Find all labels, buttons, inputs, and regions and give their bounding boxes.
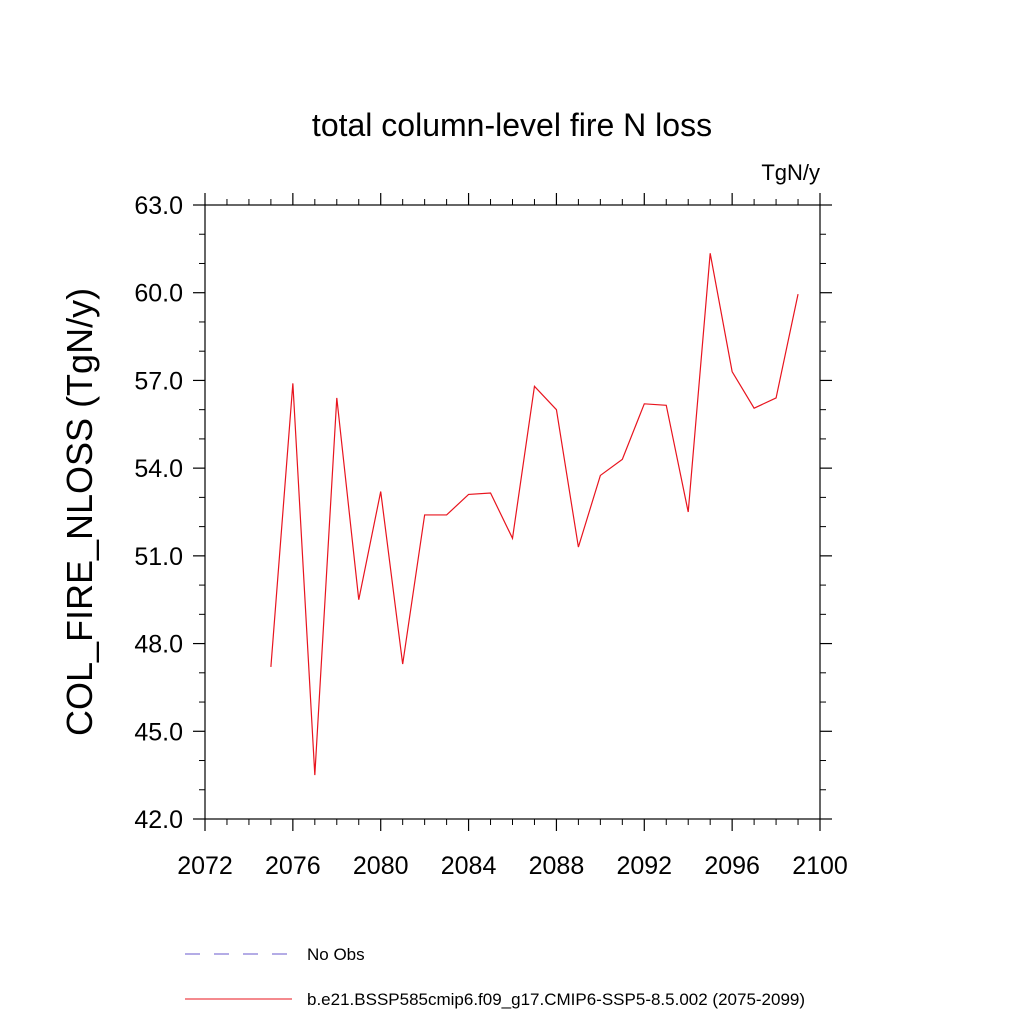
x-tick-label: 2096 [704, 852, 760, 880]
y-axis-label: COL_FIRE_NLOSS (TgN/y) [59, 288, 100, 736]
y-tick-label: 54.0 [134, 455, 183, 483]
y-tick-label: 60.0 [134, 280, 183, 308]
x-tick-label: 2100 [792, 852, 848, 880]
legend-label: No Obs [307, 945, 365, 964]
chart-title: total column-level fire N loss [312, 107, 712, 143]
y-tick-label: 42.0 [134, 806, 183, 834]
x-tick-label: 2072 [177, 852, 233, 880]
x-tick-label: 2088 [529, 852, 585, 880]
legend-label: b.e21.BSSP585cmip6.f09_g17.CMIP6-SSP5-8.… [307, 990, 805, 1009]
plot-frame [204, 204, 821, 820]
y-tick-label: 45.0 [134, 718, 183, 746]
y-tick-label: 48.0 [134, 631, 183, 659]
y-tick-label: 57.0 [134, 367, 183, 395]
x-tick-label: 2076 [265, 852, 321, 880]
y-tick-label: 63.0 [134, 192, 183, 220]
x-tick-label: 2092 [616, 852, 672, 880]
x-tick-label: 2084 [441, 852, 497, 880]
units-label: TgN/y [761, 160, 820, 185]
series-line [270, 253, 799, 776]
y-tick-label: 51.0 [134, 543, 183, 571]
x-tick-label: 2080 [353, 852, 409, 880]
